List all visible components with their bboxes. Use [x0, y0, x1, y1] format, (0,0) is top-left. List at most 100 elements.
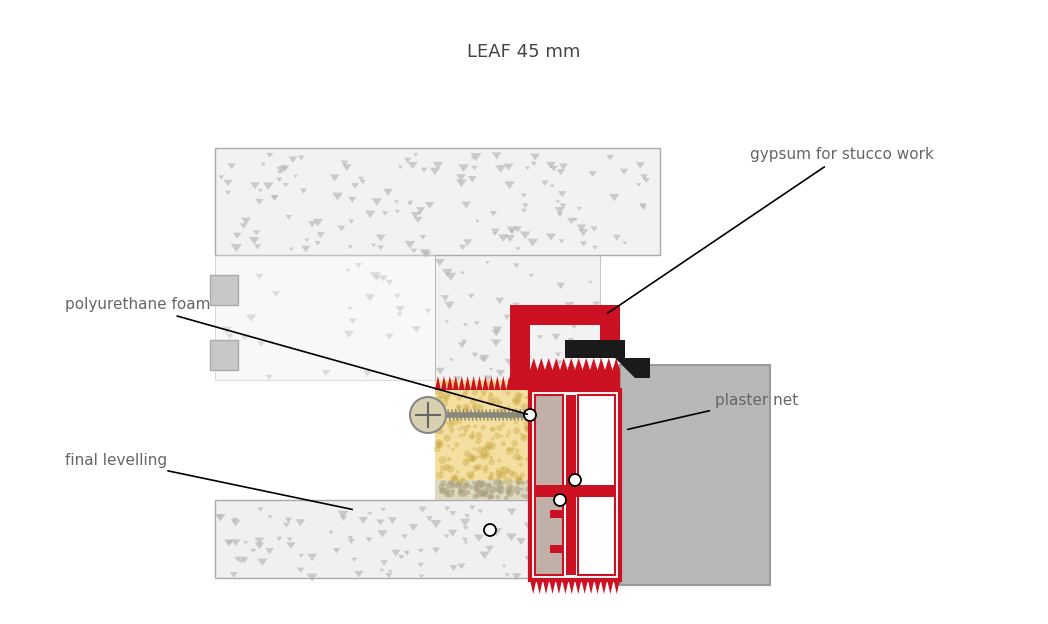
Polygon shape [226, 278, 233, 283]
Polygon shape [615, 358, 650, 378]
Circle shape [458, 421, 462, 424]
Polygon shape [225, 540, 234, 545]
Circle shape [612, 496, 616, 500]
Polygon shape [583, 358, 590, 370]
Bar [550, 545, 564, 553]
Circle shape [539, 484, 542, 487]
Polygon shape [411, 212, 420, 218]
Circle shape [490, 437, 495, 441]
Polygon shape [636, 183, 641, 187]
Polygon shape [504, 182, 515, 189]
Polygon shape [299, 554, 304, 558]
Circle shape [528, 480, 534, 485]
Polygon shape [233, 233, 242, 239]
Circle shape [584, 494, 589, 500]
Polygon shape [459, 245, 466, 250]
Circle shape [605, 481, 609, 485]
Circle shape [516, 477, 523, 484]
Polygon shape [365, 295, 375, 301]
Polygon shape [456, 174, 466, 181]
Circle shape [450, 428, 455, 433]
Polygon shape [330, 175, 340, 182]
Polygon shape [408, 200, 413, 205]
Polygon shape [401, 534, 408, 539]
Circle shape [443, 392, 450, 399]
Polygon shape [550, 185, 554, 188]
Circle shape [575, 491, 582, 497]
Polygon shape [578, 567, 590, 575]
Polygon shape [461, 383, 473, 391]
Polygon shape [405, 552, 410, 555]
Polygon shape [568, 358, 575, 370]
Polygon shape [607, 580, 613, 594]
Circle shape [435, 406, 439, 411]
Circle shape [471, 431, 475, 436]
Circle shape [507, 447, 511, 452]
Circle shape [483, 464, 488, 470]
Polygon shape [556, 212, 563, 217]
Circle shape [517, 455, 523, 461]
Bar [530, 370, 620, 390]
Polygon shape [430, 168, 440, 175]
Polygon shape [271, 195, 279, 200]
Circle shape [446, 466, 455, 472]
Polygon shape [231, 519, 241, 527]
Circle shape [489, 456, 494, 460]
Circle shape [506, 391, 510, 396]
Polygon shape [258, 507, 263, 512]
Circle shape [505, 434, 509, 438]
Circle shape [498, 480, 502, 485]
Circle shape [451, 477, 459, 485]
Polygon shape [500, 376, 506, 390]
Circle shape [483, 469, 487, 474]
Circle shape [479, 404, 484, 409]
Text: plaster net: plaster net [628, 392, 799, 429]
Polygon shape [463, 240, 473, 246]
Circle shape [511, 440, 518, 447]
Polygon shape [225, 333, 234, 339]
Circle shape [566, 487, 571, 493]
Circle shape [497, 472, 503, 478]
Polygon shape [253, 230, 260, 235]
Circle shape [486, 388, 490, 391]
Polygon shape [493, 232, 498, 236]
Circle shape [539, 490, 546, 499]
Polygon shape [551, 334, 561, 340]
Polygon shape [639, 567, 647, 572]
Circle shape [530, 484, 537, 489]
Polygon shape [495, 376, 500, 390]
Polygon shape [444, 507, 451, 511]
Circle shape [512, 427, 520, 434]
Circle shape [537, 495, 541, 500]
Polygon shape [435, 259, 444, 266]
Circle shape [462, 383, 470, 391]
Polygon shape [516, 247, 521, 251]
Circle shape [437, 396, 442, 401]
Polygon shape [537, 580, 543, 594]
Circle shape [481, 491, 487, 497]
Circle shape [476, 490, 482, 497]
Circle shape [482, 446, 486, 451]
Circle shape [443, 382, 449, 387]
Circle shape [539, 487, 544, 492]
Circle shape [562, 484, 570, 492]
Circle shape [607, 489, 610, 492]
Circle shape [591, 485, 596, 490]
Circle shape [508, 470, 515, 476]
Circle shape [484, 524, 496, 536]
Polygon shape [637, 572, 647, 578]
Circle shape [443, 434, 451, 442]
Circle shape [457, 396, 462, 401]
Circle shape [476, 432, 482, 439]
Circle shape [439, 488, 445, 494]
Circle shape [473, 404, 481, 411]
Polygon shape [444, 320, 449, 323]
Polygon shape [444, 301, 455, 310]
Circle shape [452, 447, 455, 451]
Circle shape [446, 444, 450, 447]
Bar [435, 255, 601, 390]
Circle shape [443, 382, 447, 386]
Polygon shape [629, 562, 638, 569]
Polygon shape [505, 359, 514, 366]
Polygon shape [613, 580, 620, 594]
